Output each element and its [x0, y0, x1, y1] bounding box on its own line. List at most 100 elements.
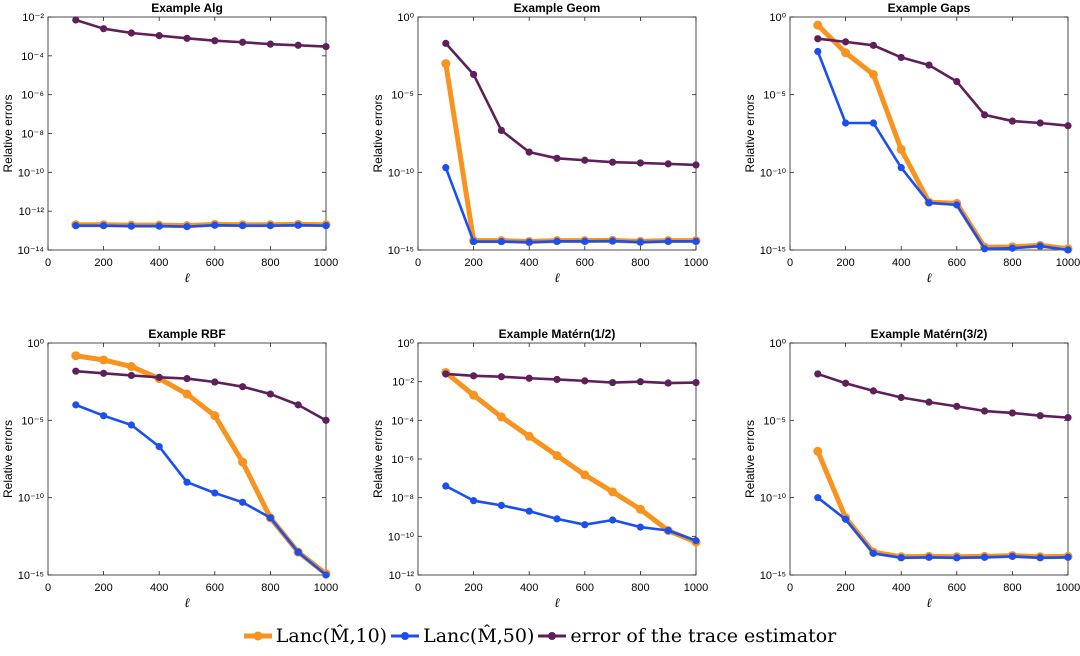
x-axis-label: ℓ [554, 271, 560, 286]
data-point-trace [842, 379, 850, 387]
series-line-lanc50 [74, 223, 328, 228]
data-point-lanc50 [553, 237, 561, 245]
data-point-lanc50 [294, 221, 302, 229]
x-tick-label: 400 [892, 582, 910, 594]
data-point-lanc50 [1064, 553, 1072, 561]
y-tick-label: 10⁻² [392, 377, 414, 389]
y-tick-label: 10⁰ [397, 338, 414, 350]
chart-panel-6: 0 200 400 600 800 1000 10⁻¹⁵ 10⁻¹⁰ 10⁻⁵ 10⁰ Exampl… [743, 327, 1080, 611]
legend-label-trace: error of the trace estimator [570, 625, 837, 647]
data-point-trace [869, 41, 878, 49]
data-point-trace [553, 375, 561, 384]
data-point-lanc50 [869, 119, 878, 127]
data-point-lanc50 [127, 421, 135, 429]
data-point-lanc50 [953, 554, 961, 562]
x-tick-label: 600 [576, 582, 594, 594]
data-point-lanc10 [496, 412, 506, 422]
y-axis-label: Relative errors [371, 94, 385, 172]
data-point-lanc50 [266, 222, 274, 230]
data-point-trace [814, 35, 822, 43]
data-point-trace [664, 160, 672, 168]
y-tick-label: 10⁻⁵ [391, 90, 414, 102]
data-point-lanc10 [635, 504, 645, 514]
legend-label-lanc50: Lanc(M̂,50) [423, 625, 535, 647]
data-point-trace [953, 77, 961, 86]
x-tick-label: 600 [206, 582, 224, 594]
data-point-trace [322, 416, 330, 424]
x-tick-label: 800 [1003, 582, 1021, 594]
data-point-trace [266, 390, 274, 398]
series-line-lanc10 [443, 369, 699, 545]
legend-item-lanc50: Lanc(M̂,50) [389, 625, 536, 647]
data-point-lanc10 [580, 470, 590, 480]
data-point-lanc10 [524, 431, 534, 441]
data-point-lanc50 [1008, 552, 1017, 560]
data-point-lanc50 [981, 553, 989, 561]
data-point-trace [1008, 117, 1017, 125]
y-tick-label: 10⁻¹⁰ [18, 167, 45, 179]
y-tick-label: 10⁻⁴ [21, 51, 44, 63]
data-point-lanc50 [183, 223, 191, 231]
data-point-trace [525, 148, 533, 156]
data-point-trace [239, 383, 247, 391]
legend: Lanc(M̂,10) Lanc(M̂,50) error of the tra… [0, 618, 1080, 654]
x-tick-label: 400 [150, 582, 168, 594]
y-tick-label: 10⁻⁵ [763, 90, 786, 102]
x-tick-label: 0 [787, 582, 793, 594]
data-point-lanc10 [813, 446, 823, 456]
chart-panel-3: 0 200 400 600 800 1000 10⁻¹⁵ 10⁻¹⁰ 10⁻⁵ 10⁰ Exampl… [743, 1, 1080, 286]
x-axis-label: ℓ [926, 596, 932, 611]
data-point-lanc50 [442, 164, 450, 172]
series-line-trace [74, 18, 328, 48]
data-point-lanc50 [925, 199, 933, 207]
data-point-lanc50 [239, 498, 247, 506]
data-point-trace [155, 32, 163, 40]
x-axis-label: ℓ [184, 271, 190, 286]
data-point-lanc50 [442, 482, 450, 490]
data-point-lanc10 [210, 411, 220, 421]
data-point-lanc50 [814, 494, 822, 502]
series-line-trace [444, 372, 698, 385]
data-point-lanc50 [636, 238, 645, 246]
chart-title: Example RBF [148, 327, 225, 341]
x-tick-label: 400 [150, 257, 168, 269]
data-point-trace [239, 38, 247, 46]
data-point-trace [692, 161, 700, 169]
data-point-lanc10 [552, 451, 562, 461]
data-point-lanc10 [841, 48, 851, 58]
y-tick-label: 10⁻⁶ [391, 454, 414, 466]
y-tick-label: 10⁻¹⁰ [18, 493, 45, 505]
series-line-lanc10 [815, 448, 1071, 560]
data-point-trace [925, 61, 933, 69]
chart-panel-5: 0 200 400 600 800 1000 10⁻¹² 10⁻¹⁰ 10⁻⁸ 10⁻⁶ 10⁻⁴ 1… [371, 327, 708, 611]
x-axis-label: ℓ [554, 596, 560, 611]
data-point-lanc50 [897, 554, 905, 562]
data-point-lanc10 [608, 487, 618, 497]
series-line-trace [444, 42, 698, 167]
y-axis-label: Relative errors [1, 420, 15, 498]
x-tick-label: 600 [576, 257, 594, 269]
data-point-lanc50 [100, 222, 108, 230]
x-tick-label: 800 [631, 582, 649, 594]
series-line-lanc10 [443, 61, 699, 245]
data-point-trace [1064, 414, 1072, 422]
data-point-trace [294, 41, 302, 49]
y-tick-label: 10⁻¹⁵ [388, 245, 414, 257]
y-tick-label: 10⁻¹² [19, 206, 45, 218]
x-axis-label: ℓ [184, 596, 190, 611]
y-tick-label: 10⁻¹⁰ [388, 167, 415, 179]
data-point-trace [183, 34, 191, 42]
data-point-trace [1036, 412, 1044, 420]
chart-title: Example Alg [151, 1, 223, 15]
x-tick-label: 800 [631, 257, 649, 269]
y-tick-label: 10⁻¹⁵ [18, 570, 44, 582]
data-point-lanc50 [1036, 554, 1044, 562]
y-tick-label: 10⁻⁴ [391, 415, 414, 427]
y-tick-label: 10⁻¹⁵ [760, 570, 786, 582]
data-point-lanc50 [664, 237, 672, 245]
data-point-lanc50 [525, 507, 533, 515]
data-point-lanc10 [868, 69, 878, 79]
x-tick-label: 200 [94, 582, 112, 594]
data-point-trace [72, 16, 80, 24]
data-point-lanc50 [100, 412, 108, 420]
